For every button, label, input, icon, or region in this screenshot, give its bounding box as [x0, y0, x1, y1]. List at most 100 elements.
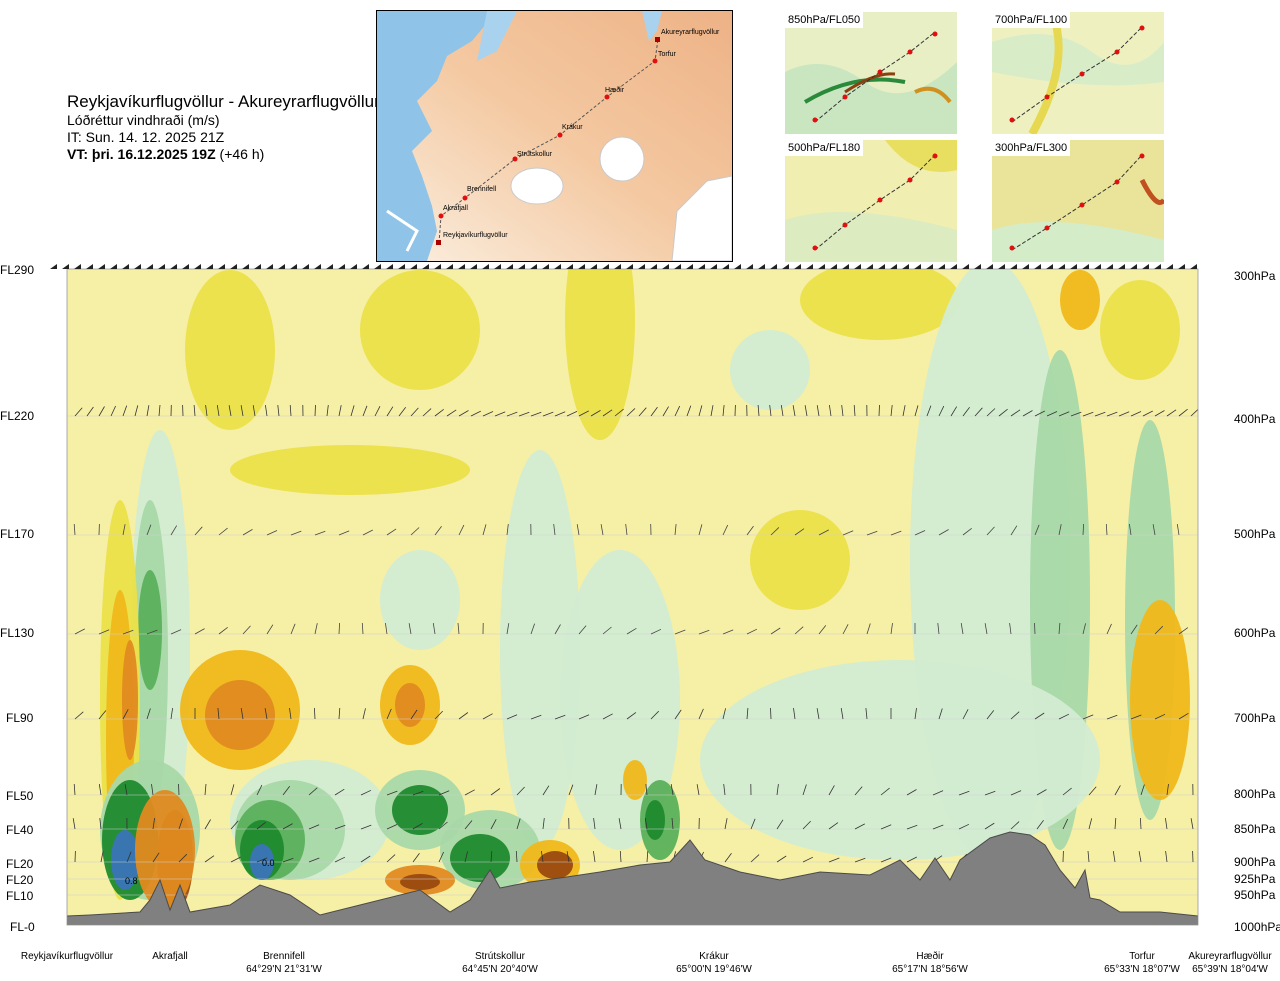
top-barb-1106 — [1106, 264, 1113, 269]
wind-barb-277 — [1166, 784, 1169, 796]
contour-region-5 — [1100, 280, 1180, 380]
wind-barb-14 — [240, 405, 244, 417]
wind-barb-353 — [854, 857, 866, 863]
wind-barb-221 — [865, 708, 868, 720]
wind-barb-150 — [290, 623, 296, 635]
top-barb-302 — [302, 264, 309, 269]
top-barb-218 — [218, 264, 225, 269]
wind-barb-219 — [816, 708, 820, 720]
wind-barb-209 — [578, 714, 590, 720]
wind-barb-238 — [151, 784, 154, 796]
right-tick-300: 300hPa — [1234, 269, 1276, 283]
wind-barb-336 — [412, 852, 420, 863]
contour-region-47 — [623, 760, 647, 800]
top-barb-710 — [710, 264, 717, 269]
wind-barb-324 — [100, 851, 104, 863]
top-barb-614 — [614, 264, 621, 269]
wind-barb-7 — [158, 404, 161, 417]
wind-barb-213 — [674, 709, 682, 720]
top-barb-686 — [686, 264, 693, 269]
wind-barb-20 — [314, 404, 316, 417]
wind-barb-87 — [1118, 411, 1130, 417]
wind-barb-275 — [1114, 785, 1121, 796]
inset-map-500: 500hPa/FL180 — [785, 140, 957, 262]
valid-time-label: VT: þri. 16.12.2025 19Z — [67, 146, 216, 162]
left-tick-fl50: FL50 — [6, 789, 34, 803]
wind-barb-188 — [74, 711, 84, 720]
top-barb-230 — [230, 264, 237, 269]
wind-barb-197 — [289, 708, 292, 720]
wind-barb-40 — [554, 411, 566, 417]
wind-barb-235 — [73, 783, 76, 796]
wind-barb-270 — [984, 790, 996, 796]
top-barb-782 — [782, 264, 789, 269]
top-barb-374 — [374, 264, 381, 269]
wind-barb-246 — [360, 789, 372, 796]
wind-barb-240 — [204, 783, 207, 796]
wind-barb-225 — [962, 709, 969, 720]
top-barb-146 — [146, 264, 153, 269]
wind-barb-308 — [828, 822, 839, 830]
top-barb-206 — [206, 264, 213, 269]
wind-barb-30 — [434, 408, 444, 417]
wind-barb-52 — [698, 405, 703, 417]
top-barb-902 — [902, 264, 909, 269]
top-barb-1178 — [1178, 264, 1185, 269]
route-map-graphic — [377, 11, 732, 261]
wind-barb-287 — [282, 823, 293, 830]
wind-barb-184 — [1106, 623, 1112, 635]
top-barb-974 — [974, 264, 981, 269]
map-label-haedir: Hæðir — [605, 87, 625, 94]
wind-barb-79 — [1022, 410, 1033, 417]
wind-barb-133 — [1010, 525, 1018, 536]
wind-barb-189 — [98, 710, 107, 720]
top-barb-866 — [866, 264, 873, 269]
inset-label-500: 500hPa/FL180 — [785, 140, 864, 156]
wind-barb-286 — [256, 821, 266, 830]
top-barb-326 — [326, 264, 333, 269]
contour-region-42 — [537, 851, 573, 879]
top-barb-470 — [470, 264, 477, 269]
wind-barb-90 — [1154, 410, 1165, 417]
contour-region-20 — [560, 550, 680, 850]
wind-barb-89 — [1142, 410, 1153, 417]
wind-barb-218 — [793, 708, 796, 720]
wind-barb-215 — [722, 708, 726, 720]
wind-barb-50 — [674, 405, 681, 417]
station-name: Akrafjall — [152, 951, 188, 962]
wind-barb-208 — [554, 714, 566, 720]
top-barb-914 — [914, 264, 921, 269]
wind-barb-165 — [650, 628, 662, 635]
station-akrafjall: Akrafjall — [152, 950, 188, 963]
contour-region-26 — [1130, 600, 1190, 800]
wind-barb-67 — [878, 404, 880, 417]
wind-barb-68 — [890, 405, 893, 417]
wind-barb-334 — [360, 855, 371, 863]
top-barb-806 — [806, 264, 813, 269]
station-coord: 65°00'N 19°46'W — [676, 964, 752, 975]
contour-region-36 — [135, 790, 195, 910]
contour-region-19 — [500, 450, 580, 850]
wind-barb-48 — [650, 406, 658, 417]
wind-barb-226 — [986, 710, 995, 720]
left-tick-fl130: FL130 — [0, 626, 35, 640]
wind-barb-214 — [698, 708, 704, 720]
wind-barb-195 — [240, 708, 244, 720]
station-haedir: Hæðir 65°17'N 18°56'W — [892, 950, 968, 976]
wind-barb-299 — [593, 818, 596, 830]
top-barb-962 — [962, 264, 969, 269]
top-barb-290 — [290, 264, 297, 269]
wind-barb-103 — [290, 530, 302, 536]
wind-barb-227 — [1010, 711, 1020, 720]
top-barb-518 — [518, 264, 525, 269]
wind-barb-232 — [1130, 714, 1142, 720]
station-name: Hæðir — [916, 951, 944, 962]
wind-barb-41 — [566, 411, 578, 417]
wind-barb-355 — [906, 856, 917, 863]
wind-barb-327 — [178, 853, 188, 863]
wind-barb-350 — [776, 855, 787, 863]
wind-barb-108 — [410, 527, 420, 536]
top-barb-494 — [494, 264, 501, 269]
inset-label-700: 700hPa/FL100 — [992, 12, 1071, 28]
wind-barb-342 — [566, 851, 570, 863]
